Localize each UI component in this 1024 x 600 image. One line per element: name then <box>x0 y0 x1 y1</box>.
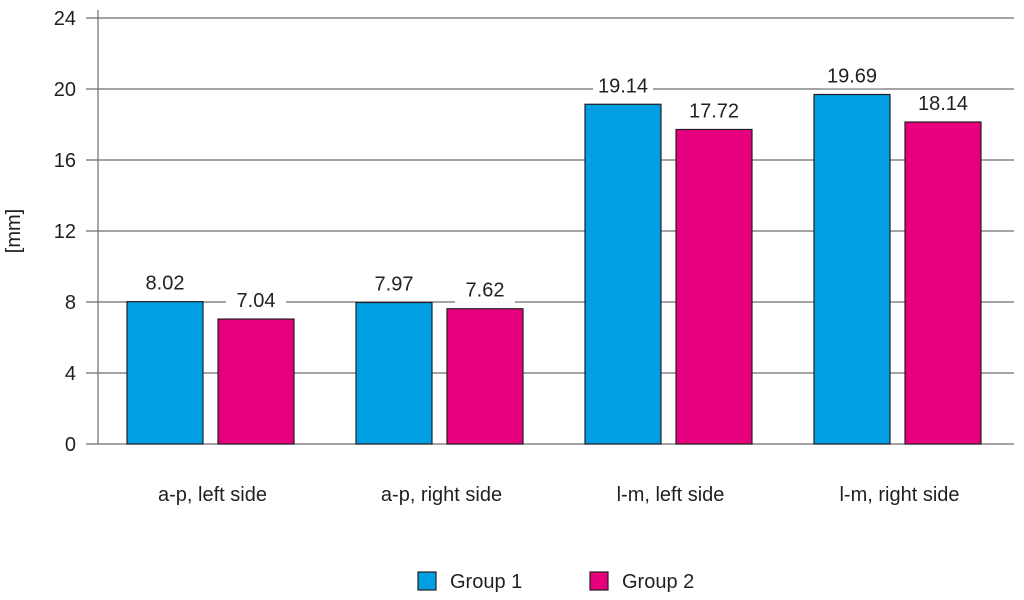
y-tick-label: 12 <box>54 221 76 243</box>
data-label: 7.97 <box>375 274 414 296</box>
y-tick-label: 20 <box>54 79 76 101</box>
axes: 0 4 8 12 16 20 24 a-p, left side a-p, right side… <box>54 8 960 506</box>
y-axis-label: [mm] <box>3 209 25 253</box>
data-label: 19.69 <box>827 66 877 88</box>
bar-1-2 <box>355 301 433 445</box>
legend-label-2: Group 2 <box>622 571 694 593</box>
x-category-label: l-m, right side <box>839 484 959 506</box>
bar-2-1 <box>217 318 295 445</box>
data-label-bg <box>364 270 424 297</box>
bar-2-2 <box>446 308 524 445</box>
data-label: 18.14 <box>918 93 968 115</box>
data-label-bg <box>455 276 515 303</box>
legend-swatch-2 <box>589 571 609 591</box>
y-tick-label: 0 <box>65 434 76 456</box>
bar-1-1 <box>126 301 204 445</box>
y-tick-label: 16 <box>54 150 76 172</box>
legend-label-1: Group 1 <box>450 571 522 593</box>
y-tick-label: 8 <box>65 292 76 314</box>
data-label-bg <box>684 97 744 124</box>
legend: Group 1 Group 2 <box>417 571 694 593</box>
data-label-bg <box>593 72 653 99</box>
data-label: 7.04 <box>237 290 276 312</box>
data-label: 17.72 <box>689 100 739 122</box>
bar-1-3 <box>584 103 662 445</box>
data-label: 7.62 <box>466 280 505 302</box>
data-labels: 8.02 7.04 7.97 7.62 19.14 17.72 19.69 18.14 <box>135 62 973 314</box>
data-label-bg <box>913 90 973 117</box>
bar-1-4 <box>813 93 891 445</box>
legend-swatch-1 <box>417 571 437 591</box>
data-label-bg <box>822 62 882 89</box>
x-category-label: l-m, left side <box>617 484 725 506</box>
bar-2-3 <box>675 128 753 445</box>
data-label: 19.14 <box>598 75 648 97</box>
y-tick-label: 4 <box>65 363 76 385</box>
bar-2-4 <box>904 121 982 445</box>
x-category-label: a-p, right side <box>381 484 502 506</box>
data-label-bg <box>135 269 195 296</box>
bars <box>126 93 982 445</box>
y-tick-label: 24 <box>54 8 76 30</box>
data-label-bg <box>226 287 286 314</box>
x-category-label: a-p, left side <box>158 484 267 506</box>
data-label: 8.02 <box>146 273 185 295</box>
